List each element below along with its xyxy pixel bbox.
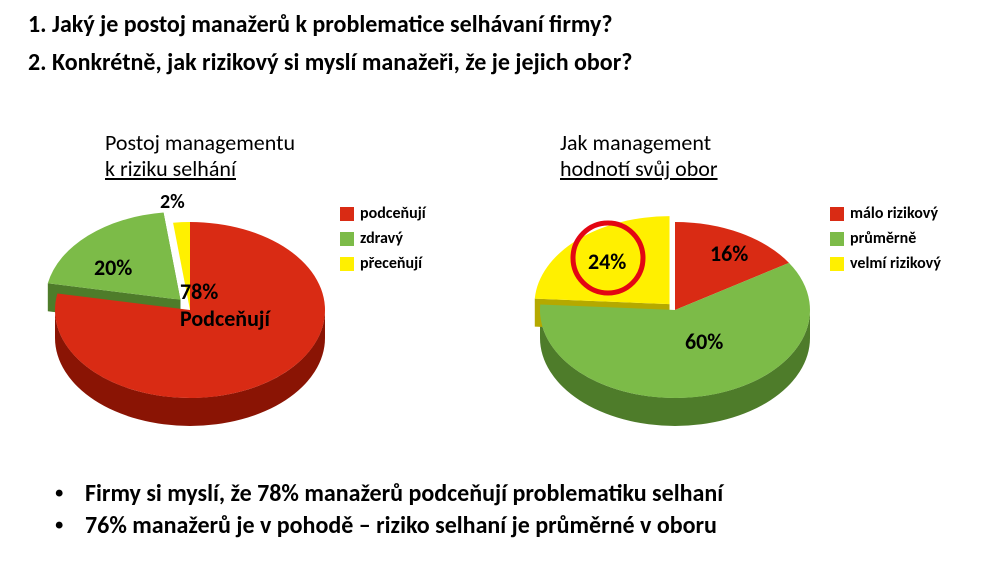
pie-label: 60%: [685, 328, 723, 355]
chart-left: Postoj managementuk riziku selhání 78% P…: [10, 130, 510, 430]
heading-2: 2. Konkrétně, jak rizikový si myslí mana…: [28, 48, 632, 77]
legend-item: málo rizikový: [830, 204, 941, 223]
chart-left-title: Postoj managementuk riziku selhání: [105, 130, 295, 183]
chart-right: Jak managementhodnotí svůj obor 16% 60% 24…: [500, 130, 1000, 430]
legend-item: podceňují: [340, 204, 426, 223]
legend-label: málo rizikový: [850, 204, 938, 223]
pie-label: 20%: [94, 254, 132, 281]
bullet-dot: •: [55, 510, 85, 542]
pie-label: 16%: [710, 240, 748, 267]
legend-swatch: [340, 232, 354, 246]
legend-label: průměrně: [850, 229, 916, 248]
bullet-text: 76% manažerů je v pohodě – riziko selhan…: [85, 510, 717, 542]
legend-label: podceňují: [360, 204, 426, 223]
charts-row: Postoj managementuk riziku selhání 78% P…: [0, 130, 1005, 440]
legend-swatch: [830, 232, 844, 246]
heading-1: 1. Jaký je postoj manažerů k problematic…: [28, 10, 612, 39]
chart-right-title: Jak managementhodnotí svůj obor: [560, 130, 718, 183]
legend-label: zdravý: [360, 229, 403, 248]
bullet-item: •76% manažerů je v pohodě – riziko selha…: [55, 510, 723, 542]
pie-label: 78% Podceňují: [180, 278, 270, 332]
legend-item: přeceňují: [340, 254, 426, 273]
legend-swatch: [830, 257, 844, 271]
legend-label: velmí rizikový: [850, 254, 941, 273]
legend-label: přeceňují: [360, 254, 422, 273]
legend-item: velmí rizikový: [830, 254, 941, 273]
legend-swatch: [340, 257, 354, 271]
bullet-list: •Firmy si myslí, že 78% manažerů podceňu…: [55, 478, 723, 543]
bullet-dot: •: [55, 478, 85, 510]
legend-swatch: [830, 207, 844, 221]
pie-label: 2%: [160, 190, 185, 214]
pie-label: 24%: [588, 248, 626, 275]
legend-left: podceňují zdravý přeceňují: [340, 204, 426, 279]
slide: 1. Jaký je postoj manažerů k problematic…: [0, 0, 1005, 569]
legend-right: málo rizikový průměrně velmí rizikový: [830, 204, 941, 279]
legend-swatch: [340, 207, 354, 221]
legend-item: zdravý: [340, 229, 426, 248]
bullet-text: Firmy si myslí, že 78% manažerů podceňuj…: [85, 478, 723, 510]
bullet-item: •Firmy si myslí, že 78% manažerů podceňu…: [55, 478, 723, 510]
legend-item: průměrně: [830, 229, 941, 248]
